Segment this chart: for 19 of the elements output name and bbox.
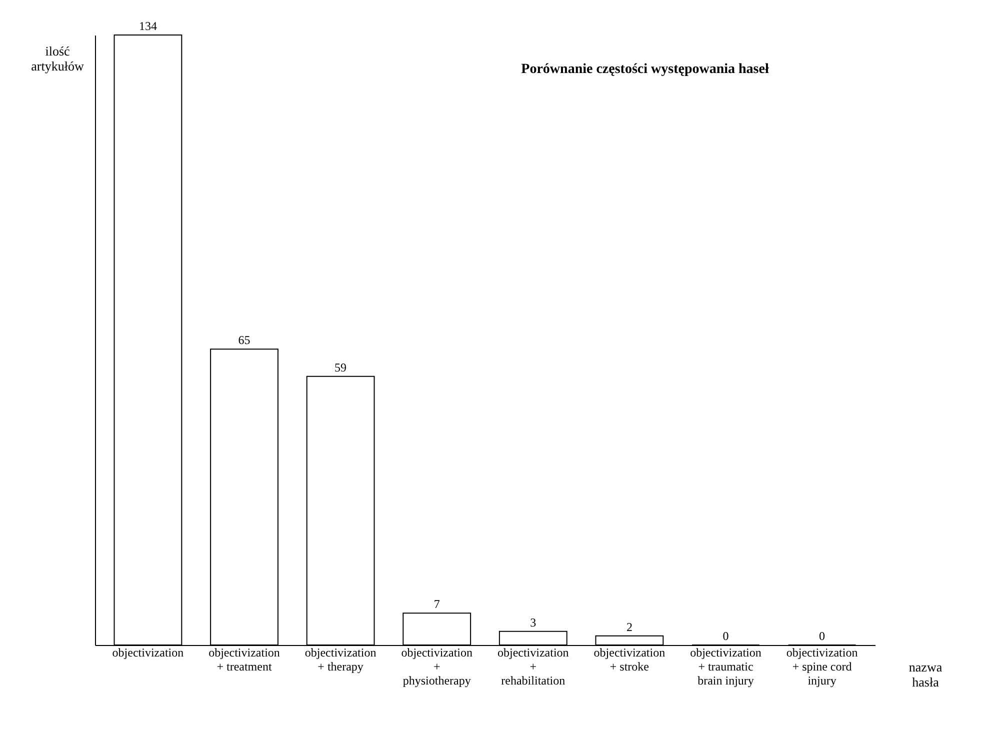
x-tick-label: objectivization + therapy <box>304 646 376 674</box>
x-tick-label: objectivization <box>112 646 184 660</box>
data-label: 0 <box>722 629 729 643</box>
data-label: 134 <box>138 19 157 33</box>
data-label: 7 <box>434 597 440 612</box>
data-label: 59 <box>334 360 347 374</box>
text: Porównanie częstości występowania haseł <box>521 62 769 77</box>
data-label: 3 <box>530 615 536 630</box>
y-axis-title: ilość artykułów <box>31 44 84 74</box>
data-label: 65 <box>238 333 250 348</box>
data-label: 0 <box>819 629 826 643</box>
x-tick-label: objectivization + physiotherapy <box>401 646 473 688</box>
data-label: 2 <box>626 620 632 634</box>
x-axis-title: nazwa hasła <box>908 660 942 690</box>
x-tick-label: objectivization + rehabilitation <box>497 646 569 688</box>
x-tick-label: objectivization + stroke <box>594 646 666 674</box>
x-tick-label: objectivization + spine cord injury <box>786 646 858 688</box>
x-tick-label: objectivization + traumatic brain injury <box>690 646 762 688</box>
x-tick-label: objectivization + treatment <box>208 646 280 674</box>
